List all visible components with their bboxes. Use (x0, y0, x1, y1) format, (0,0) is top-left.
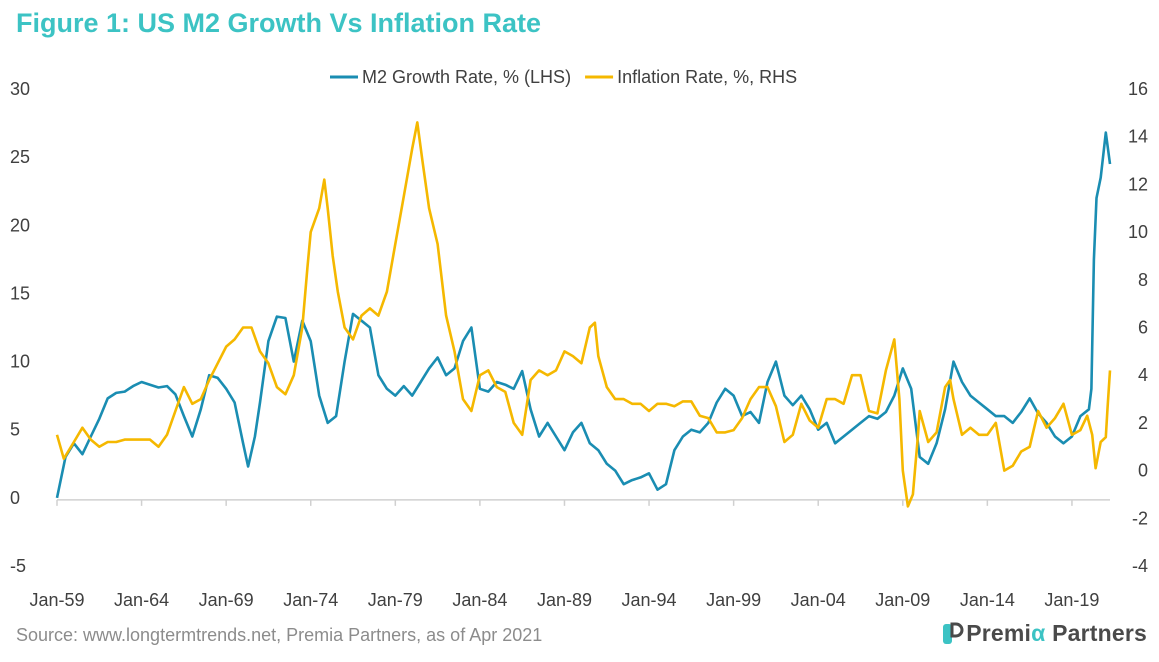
x-axis: Jan-59 Jan-64 Jan-69 Jan-74 Jan-79 Jan-84 Jan-… (29, 499, 1099, 610)
y-right-tick-label: 10 (1128, 222, 1148, 242)
y-right-tick-label: 0 (1138, 461, 1148, 481)
series-line-inflation (55, 121, 1112, 508)
legend: M2 Growth Rate, % (LHS) Inflation Rate, %… (330, 67, 797, 87)
y-right-tick-label: 2 (1138, 413, 1148, 433)
y-left-tick-label: 0 (10, 488, 20, 508)
y-left-tick-label: 30 (10, 79, 30, 99)
x-tick-label: Jan-09 (875, 590, 930, 610)
y-left-tick-label: 10 (10, 352, 30, 372)
y-left-tick-label: 5 (10, 420, 20, 440)
logo-text-part2: Partners (1045, 620, 1147, 646)
y-right-tick-label: 4 (1138, 365, 1148, 385)
y-left-tick-label: 25 (10, 147, 30, 167)
source-note: Source: www.longtermtrends.net, Premia P… (16, 625, 543, 645)
x-tick-label: Jan-69 (199, 590, 254, 610)
premia-partners-logo: Premiα Partners (940, 620, 1147, 647)
y-right-tick-label: 16 (1128, 79, 1148, 99)
y-left-tick-label: 20 (10, 215, 30, 235)
y-right-axis: -4 -2 0 2 4 6 8 10 12 14 16 (1128, 79, 1148, 576)
x-tick-label: Jan-19 (1044, 590, 1099, 610)
logo-text-part1: Premi (966, 620, 1032, 646)
y-right-tick-label: 8 (1138, 270, 1148, 290)
y-left-tick-label: -5 (10, 556, 26, 576)
y-right-tick-label: 12 (1128, 174, 1148, 194)
logo-text: Premiα Partners (966, 620, 1147, 647)
x-tick-label: Jan-99 (706, 590, 761, 610)
series-group (55, 121, 1112, 508)
x-tick-label: Jan-74 (283, 590, 338, 610)
y-right-tick-label: -2 (1132, 508, 1148, 528)
x-tick-label: Jan-79 (368, 590, 423, 610)
page-title: Figure 1: US M2 Growth Vs Inflation Rate (16, 8, 542, 38)
x-tick-label: Jan-04 (791, 590, 846, 610)
y-right-tick-label: 6 (1138, 318, 1148, 338)
y-right-tick-label: -4 (1132, 556, 1148, 576)
x-tick-label: Jan-59 (29, 590, 84, 610)
series-line-m2-growth (55, 131, 1112, 499)
x-tick-label: Jan-94 (622, 590, 677, 610)
legend-label: Inflation Rate, %, RHS (617, 67, 797, 87)
premia-logo-icon (943, 622, 964, 644)
y-left-axis: -5 0 5 10 15 20 25 30 (10, 79, 30, 576)
x-tick-label: Jan-89 (537, 590, 592, 610)
x-tick-label: Jan-64 (114, 590, 169, 610)
y-left-tick-label: 15 (10, 283, 30, 303)
y-right-tick-label: 14 (1128, 127, 1148, 147)
x-tick-label: Jan-84 (452, 590, 507, 610)
x-tick-label: Jan-14 (960, 590, 1015, 610)
legend-label: M2 Growth Rate, % (LHS) (362, 67, 571, 87)
logo-text-alpha: α (1031, 620, 1046, 646)
